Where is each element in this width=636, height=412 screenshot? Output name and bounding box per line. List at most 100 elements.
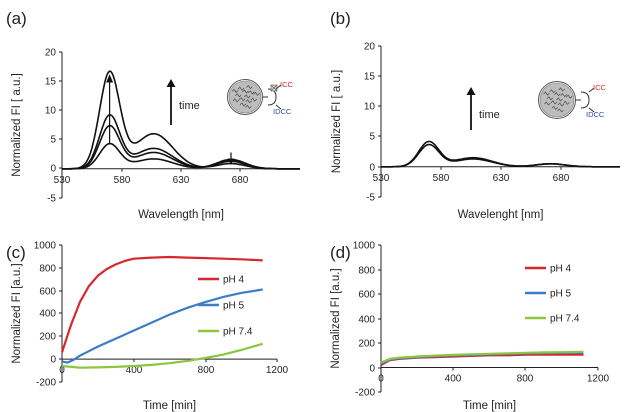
legend-label: pH 7.4: [550, 314, 580, 325]
y-tick-label: 0: [369, 364, 375, 375]
pore-mark: [245, 99, 252, 104]
idcc-connector: [588, 107, 595, 113]
panel-letter-c: (c): [6, 243, 26, 262]
time-arrow-head: [466, 87, 476, 95]
x-tick-label: 800: [517, 374, 534, 385]
particle-core: [539, 82, 575, 118]
nanoparticle-inset: ICC IDCC: [227, 79, 294, 116]
y-tick-label: 1000: [34, 241, 57, 252]
y-tick-label: -5: [47, 194, 56, 205]
y-tick-label: 15: [364, 72, 376, 83]
y-tick-label: 15: [45, 77, 57, 88]
y-axis-label: Normalized FI [a.u.]: [11, 263, 23, 363]
idcc-connector: [275, 104, 282, 110]
y-tick-label: -200: [355, 388, 375, 399]
pore-mark: [543, 91, 550, 96]
y-tick-label: 10: [364, 102, 376, 113]
panel-letter-b: (b): [330, 9, 351, 28]
y-tick-label: 800: [358, 266, 375, 277]
panel-letter-a: (a): [6, 9, 27, 28]
peak-up-arrow-head: [106, 74, 114, 83]
legend-label: pH 7.4: [223, 327, 253, 338]
y-tick-label: 20: [45, 48, 57, 59]
time-arrow-head: [166, 79, 176, 87]
spectrum-line-4: [62, 70, 300, 170]
series-line-pH-74: [61, 342, 264, 369]
pore-mark: [565, 94, 573, 99]
x-tick-label: 680: [553, 173, 570, 184]
y-tick-label: 600: [39, 287, 56, 298]
icc-label: ICC: [593, 83, 607, 92]
idcc-label: IDCC: [586, 110, 605, 119]
particle-core: [228, 80, 262, 114]
legend-label: pH 4: [550, 264, 572, 275]
linker-arms: [267, 88, 277, 106]
pore-mark: [558, 87, 565, 92]
y-axis-label: Normalized FI [ a.u.]: [11, 73, 23, 177]
x-tick-label: 530: [54, 175, 71, 186]
pore-mark: [242, 89, 249, 94]
pore-mark: [544, 101, 551, 106]
panel-b: (b) -5 0 5 10 15 20 530 580 630 680 Wavelenght [nm]…: [330, 9, 620, 221]
x-tick-label: 630: [493, 173, 510, 184]
x-tick-label: 400: [126, 365, 143, 376]
y-tick-label: -5: [366, 193, 375, 204]
x-tick-label: 580: [433, 173, 450, 184]
pore-mark: [557, 102, 565, 107]
x-axis-label: Wavelength [nm]: [138, 209, 224, 221]
spectrum-line-2: [381, 140, 620, 168]
pore-mark: [250, 97, 258, 102]
nanoparticle-inset: ICC IDCC: [538, 81, 607, 119]
pore-mark: [245, 104, 252, 109]
pore-mark: [551, 105, 559, 110]
y-tick-label: 20: [364, 42, 376, 53]
y-tick-label: 400: [39, 309, 56, 320]
pore-mark: [563, 100, 570, 105]
pore-mark: [546, 96, 554, 101]
red-down-arrow-head: [227, 158, 234, 165]
pore-mark: [246, 84, 253, 90]
y-tick-label: 5: [50, 135, 56, 146]
pore-mark: [248, 90, 255, 95]
pore-mark: [554, 92, 561, 97]
pore-mark: [560, 93, 567, 98]
y-tick-label: 400: [358, 315, 375, 326]
pore-mark: [244, 94, 251, 99]
x-axis-label: Time [min]: [143, 400, 196, 412]
series-line-pH-74: [380, 350, 584, 364]
x-tick-label: 580: [114, 175, 131, 186]
x-tick-label: 1200: [587, 374, 610, 385]
x-tick-label: 680: [232, 175, 249, 186]
y-tick-label: 800: [39, 264, 56, 275]
y-tick-label: 5: [369, 132, 375, 143]
time-label: time: [179, 100, 200, 112]
panel-letter-d: (d): [330, 243, 351, 262]
y-axis-label: Normalized FI [a.u.]: [330, 268, 342, 368]
x-tick-label: 800: [198, 365, 215, 376]
series-line-pH-4: [60, 255, 263, 353]
panel-a: (a) -5 0 5 10 15 20 530 580 630 680 Wavelength [nm]…: [6, 9, 300, 221]
y-tick-label: 200: [358, 339, 375, 350]
y-tick-label: 10: [45, 106, 57, 117]
y-axis-label: Normalized FI [ a.u.]: [331, 70, 343, 174]
legend-label: pH 4: [223, 275, 245, 286]
linker-arms: [580, 91, 590, 109]
x-axis-label: Time [min]: [463, 400, 516, 412]
series-line-pH-5: [61, 288, 263, 364]
pore-mark: [556, 97, 563, 102]
pore-mark: [235, 93, 242, 98]
pore-mark: [237, 86, 245, 91]
pore-mark: [557, 108, 564, 113]
pore-mark: [232, 98, 240, 103]
x-axis-label: Wavelenght [nm]: [458, 209, 544, 221]
x-tick-label: 400: [445, 374, 462, 385]
y-tick-label: 0: [50, 164, 56, 175]
pore-mark: [238, 97, 246, 102]
icc-connector: [275, 84, 282, 90]
x-tick-label: 0: [59, 365, 65, 376]
icc-label: ICC: [280, 80, 294, 89]
pore-mark: [550, 100, 558, 105]
